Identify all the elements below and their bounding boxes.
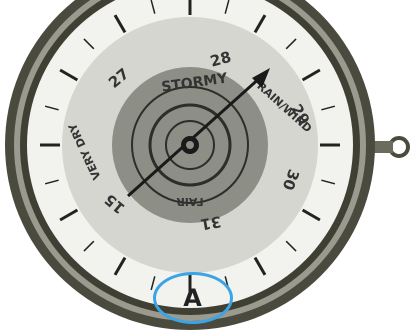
needle-hub-center: [186, 141, 194, 149]
word-fair: FAIR: [176, 195, 204, 208]
tick-mark: [301, 208, 321, 222]
tick-mark: [113, 256, 127, 276]
tick-mark: [253, 256, 267, 276]
ring-mount: [373, 141, 393, 153]
choice-label-badge: A: [153, 272, 233, 324]
tick-mark: [301, 68, 321, 82]
inner-ring-2: [148, 103, 232, 187]
scale-number-31: 31: [199, 212, 223, 233]
tick-mark: [59, 208, 79, 222]
tick-mark: [321, 179, 336, 185]
tick-mark: [44, 179, 59, 185]
tick-mark: [59, 68, 79, 82]
needle-tip: [252, 68, 270, 88]
tick-mark: [83, 38, 95, 50]
scale-number-28: 28: [208, 48, 233, 71]
inner-ring-1: [131, 86, 249, 204]
tick-mark: [113, 14, 127, 34]
tick-mark: [44, 105, 59, 111]
tick-mark: [321, 105, 336, 111]
tick-mark: [150, 276, 156, 291]
tick-mark: [83, 240, 95, 252]
tick-mark: [285, 38, 297, 50]
tick-mark: [285, 240, 297, 252]
choice-label-text: A: [183, 284, 203, 312]
tick-mark: [253, 14, 267, 34]
tick-mark: [150, 0, 156, 14]
needle-shaft: [126, 74, 264, 198]
tick-mark: [224, 0, 230, 14]
